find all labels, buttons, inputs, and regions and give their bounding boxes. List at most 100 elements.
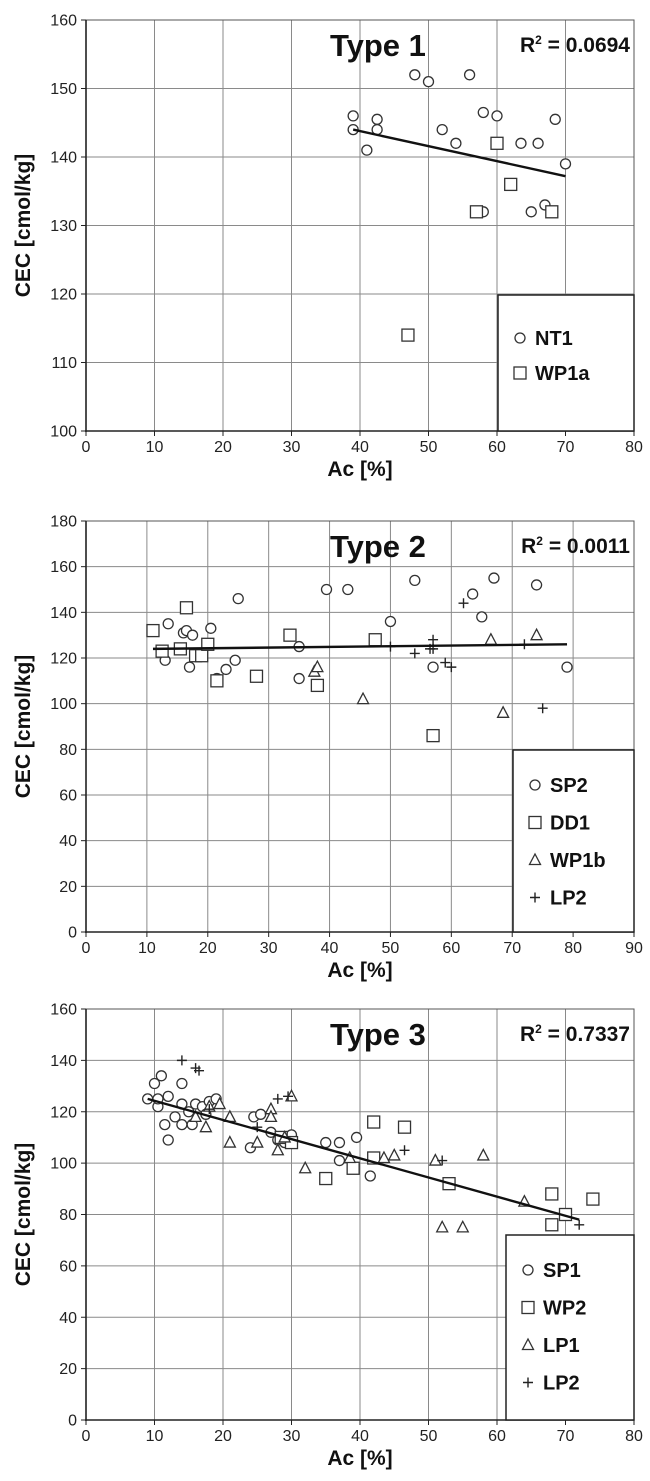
data-point-nt1 (371, 113, 383, 125)
data-point-lp1 (213, 1096, 227, 1110)
legend-marker-wp1b (528, 852, 542, 866)
y-tick-label: 60 (59, 1258, 77, 1275)
series-sp1 (141, 1070, 376, 1182)
data-point-sp2 (220, 663, 232, 676)
data-point-dd1 (426, 728, 440, 743)
x-tick-label: 80 (625, 1428, 643, 1445)
y-tick-label: 60 (59, 788, 77, 805)
legend-label: LP1 (543, 1335, 580, 1357)
data-point-sp1 (320, 1136, 332, 1149)
y-tick-label: 20 (59, 879, 77, 896)
data-point-dd1 (146, 623, 160, 638)
data-point-lp2 (204, 1104, 215, 1115)
chart-panel-1: 0 10 20 30 40 50 60 70 80 100 110 120 130 140 150 160 Ac… (12, 13, 643, 482)
data-point-dd1 (210, 674, 224, 688)
y-tick-label: 160 (50, 13, 77, 30)
data-point-sp1 (255, 1108, 267, 1120)
y-tick-label: 0 (68, 925, 77, 942)
data-point-sp1 (333, 1136, 346, 1149)
panel-title: Type 3 (330, 1017, 426, 1052)
data-point-wp2 (367, 1115, 381, 1129)
data-point-lp1 (189, 1109, 203, 1123)
legend: SP2 DD1 WP1b LP2 (512, 749, 635, 933)
x-tick-label: 30 (260, 940, 278, 957)
data-point-sp2 (342, 583, 354, 596)
y-tick-label: 40 (59, 1310, 77, 1327)
legend: NT1 WP1a (497, 294, 635, 432)
data-point-sp1 (333, 1154, 346, 1167)
data-point-nt1 (361, 144, 373, 156)
x-tick-label: 80 (564, 940, 582, 957)
x-tick-label: 20 (199, 940, 217, 957)
data-point-lp2 (194, 1065, 205, 1076)
r-squared-superscript: 2 (535, 33, 542, 47)
r-squared-symbol: R (520, 1023, 535, 1046)
regression-line (152, 643, 568, 651)
data-point-lp2 (176, 1055, 187, 1066)
series-dd1 (146, 601, 440, 743)
data-point-lp2 (458, 598, 469, 609)
y-tick-label: 100 (50, 1156, 77, 1173)
data-point-wp1b (356, 691, 370, 705)
x-tick-label: 90 (625, 940, 643, 957)
data-point-lp1 (476, 1148, 490, 1161)
data-point-lp1 (250, 1135, 264, 1148)
legend-marker-wp1a (513, 366, 527, 380)
x-tick-label: 0 (82, 1428, 91, 1445)
data-point-nt1 (549, 113, 561, 125)
data-point-sp1 (155, 1070, 168, 1082)
data-point-nt1 (532, 137, 544, 149)
data-point-wp2 (346, 1161, 360, 1175)
y-tick-label: 0 (68, 1413, 77, 1430)
data-point-sp1 (159, 1118, 171, 1131)
legend-label: LP2 (550, 888, 587, 910)
data-point-wp2 (545, 1187, 559, 1201)
data-point-wp1a (469, 205, 484, 219)
y-tick-label: 160 (50, 1002, 77, 1019)
data-point-wp1a (545, 205, 559, 219)
y-tick-label: 40 (59, 833, 77, 850)
y-tick-label: 130 (50, 218, 77, 235)
y-tick-label: 150 (50, 81, 77, 98)
data-point-wp1b (530, 627, 544, 641)
data-point-lp1 (387, 1148, 401, 1161)
legend-label: WP2 (543, 1298, 586, 1320)
y-tick-label: 180 (50, 514, 77, 531)
r-squared-symbol: R (521, 535, 536, 558)
data-point-sp2 (476, 611, 488, 623)
chart-panel-3: 0 10 20 30 40 50 60 70 80 0 20 40 60 80 100 120 140 160 Ac… (12, 1002, 643, 1471)
y-tick-label: 140 (50, 150, 77, 167)
x-tick-label: 10 (146, 439, 164, 456)
data-point-wp1a (401, 328, 415, 342)
x-tick-label: 0 (82, 940, 91, 957)
data-point-sp1 (176, 1118, 188, 1131)
data-point-wp2 (397, 1120, 412, 1134)
series-wp1b (307, 627, 544, 718)
data-point-sp2 (427, 661, 439, 673)
data-point-sp1 (176, 1077, 188, 1090)
data-point-sp1 (162, 1090, 174, 1102)
x-tick-label: 20 (214, 439, 232, 456)
y-tick-label: 140 (50, 1053, 77, 1070)
data-point-sp2 (186, 629, 199, 641)
legend-marker-sp2 (529, 779, 541, 791)
x-axis-title: Ac [%] (327, 1447, 392, 1470)
data-point-lp1 (271, 1142, 285, 1156)
y-tick-label: 80 (59, 742, 77, 759)
legend-marker-nt1 (514, 332, 526, 344)
data-point-sp2 (320, 583, 333, 596)
data-point-sp2 (384, 615, 397, 628)
series-lp2 (385, 598, 548, 714)
y-tick-label: 80 (59, 1207, 77, 1224)
series-sp2 (159, 572, 573, 685)
data-point-dd1 (368, 633, 382, 647)
data-point-nt1 (409, 69, 421, 81)
x-tick-label: 20 (214, 1428, 232, 1445)
data-point-sp2 (229, 654, 241, 666)
x-tick-label: 50 (420, 1428, 438, 1445)
x-tick-label: 30 (283, 439, 301, 456)
legend-label: WP1a (535, 363, 590, 385)
data-point-dd1 (155, 644, 169, 658)
x-tick-label: 70 (503, 940, 521, 957)
